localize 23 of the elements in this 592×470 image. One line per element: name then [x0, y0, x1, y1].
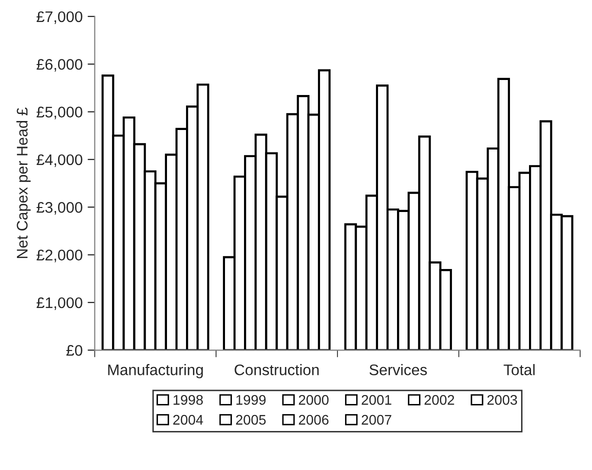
x-tick-label: Manufacturing [108, 364, 203, 378]
x-tick-label: Construction [234, 364, 319, 376]
legend-label: 1998 [174, 395, 203, 405]
x-tick-label: Total [504, 364, 535, 376]
legend-label: 2007 [362, 414, 392, 425]
legend-label: 2001 [362, 395, 392, 405]
y-axis-title: Net Capex per Head £ [16, 108, 31, 258]
legend-label: 2000 [298, 395, 329, 405]
y-tick-label: £1,000 [36, 297, 82, 310]
y-tick-label: £6,000 [36, 58, 82, 72]
legend-label: 2002 [424, 395, 454, 405]
y-tick-label: £4,000 [36, 154, 82, 167]
legend-label: 2006 [298, 414, 328, 425]
y-tick-label: £0 [66, 345, 82, 356]
y-tick-label: £5,000 [36, 106, 82, 120]
y-tick-label: £2,000 [36, 250, 82, 262]
legend-label: 1999 [236, 395, 266, 405]
legend-label: 2003 [487, 395, 518, 405]
legend-label: 2004 [173, 414, 204, 425]
y-tick-label: £7,000 [36, 11, 82, 24]
legend-label: 2005 [236, 414, 266, 425]
y-tick-label: £3,000 [36, 202, 82, 215]
x-tick-label: Services [370, 364, 427, 376]
